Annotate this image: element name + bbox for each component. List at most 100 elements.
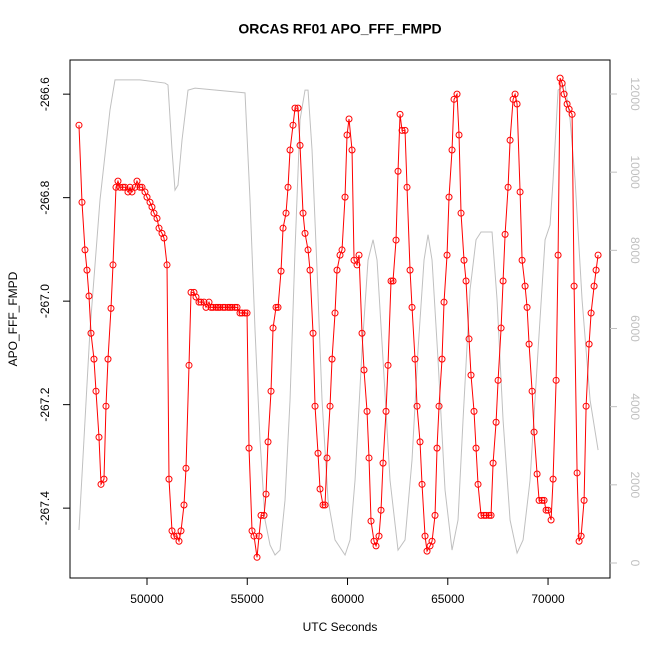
data-point	[277, 267, 285, 275]
data-point	[448, 146, 456, 154]
data-point	[190, 288, 198, 296]
data-point	[253, 553, 261, 561]
data-point	[482, 511, 490, 519]
y-tick-label: -267.2	[38, 387, 52, 421]
y2-tick-label: 12000	[628, 77, 642, 111]
data-point	[499, 277, 507, 285]
data-point	[460, 256, 468, 264]
data-point	[384, 361, 392, 369]
data-point	[309, 329, 317, 337]
data-point	[363, 407, 371, 415]
data-point	[530, 428, 538, 436]
data-point	[284, 183, 292, 191]
data-point	[116, 183, 124, 191]
data-point	[341, 193, 349, 201]
data-point	[528, 387, 536, 395]
data-point	[516, 188, 524, 196]
data-point	[236, 309, 244, 317]
data-point	[207, 303, 215, 311]
data-point	[377, 506, 385, 514]
data-point	[228, 303, 236, 311]
data-point	[170, 532, 178, 540]
y2-tick-label: 8000	[628, 237, 642, 264]
y2-tick-label: 10000	[628, 155, 642, 189]
data-point	[182, 464, 190, 472]
y2-tick-label: 6000	[628, 315, 642, 342]
data-point	[521, 282, 529, 290]
x-tick-label: 65000	[431, 592, 465, 606]
data-point	[480, 511, 488, 519]
data-point	[124, 188, 132, 196]
data-point	[306, 266, 314, 274]
data-point	[143, 193, 151, 201]
series-line	[78, 77, 599, 558]
data-point	[304, 246, 312, 254]
data-point	[177, 527, 185, 535]
y2-tick-label: 4000	[628, 393, 642, 420]
data-point	[321, 501, 329, 509]
data-point	[457, 209, 465, 217]
data-point	[262, 490, 270, 498]
data-point	[462, 277, 470, 285]
data-point	[146, 198, 154, 206]
data-point	[501, 230, 509, 238]
data-point	[428, 537, 436, 545]
data-point	[413, 402, 421, 410]
x-tick-label: 60000	[331, 592, 365, 606]
data-point	[202, 303, 210, 311]
data-point	[192, 293, 200, 301]
data-point	[109, 261, 117, 269]
data-point	[92, 387, 100, 395]
data-point	[582, 402, 590, 410]
data-point	[438, 355, 446, 363]
data-point	[535, 496, 543, 504]
data-point	[477, 511, 485, 519]
data-point	[455, 131, 463, 139]
data-point	[165, 475, 173, 483]
data-point	[443, 251, 451, 259]
data-point	[83, 266, 91, 274]
data-point	[243, 309, 251, 317]
data-point	[540, 496, 548, 504]
data-point	[296, 141, 304, 149]
data-point	[538, 496, 546, 504]
data-point	[212, 303, 220, 311]
data-point	[372, 542, 380, 550]
data-point	[594, 251, 602, 259]
data-point	[485, 511, 493, 519]
data-point	[580, 496, 588, 504]
data-point	[465, 335, 473, 343]
data-point	[264, 438, 272, 446]
data-point	[87, 329, 95, 337]
data-point	[255, 532, 263, 540]
data-point	[338, 246, 346, 254]
data-point	[131, 183, 139, 191]
data-point	[406, 266, 414, 274]
data-point	[158, 229, 166, 237]
data-point	[421, 532, 429, 540]
data-point	[440, 298, 448, 306]
series-line	[78, 79, 599, 557]
data-point	[394, 167, 402, 175]
data-point	[504, 183, 512, 191]
data-point	[396, 110, 404, 118]
data-point	[467, 371, 475, 379]
data-point	[314, 449, 322, 457]
data-point	[272, 303, 280, 311]
data-point	[221, 303, 229, 311]
data-point	[269, 324, 277, 332]
data-point	[245, 444, 253, 452]
y-tick-label: -266.8	[38, 180, 52, 214]
data-point	[560, 90, 568, 98]
data-point	[104, 355, 112, 363]
data-point	[85, 292, 93, 300]
data-point	[570, 282, 578, 290]
data-point	[291, 104, 299, 112]
data-point	[367, 517, 375, 525]
data-point	[299, 209, 307, 217]
data-point	[577, 532, 585, 540]
data-point	[453, 90, 461, 98]
data-point	[216, 303, 224, 311]
data-point	[497, 324, 505, 332]
